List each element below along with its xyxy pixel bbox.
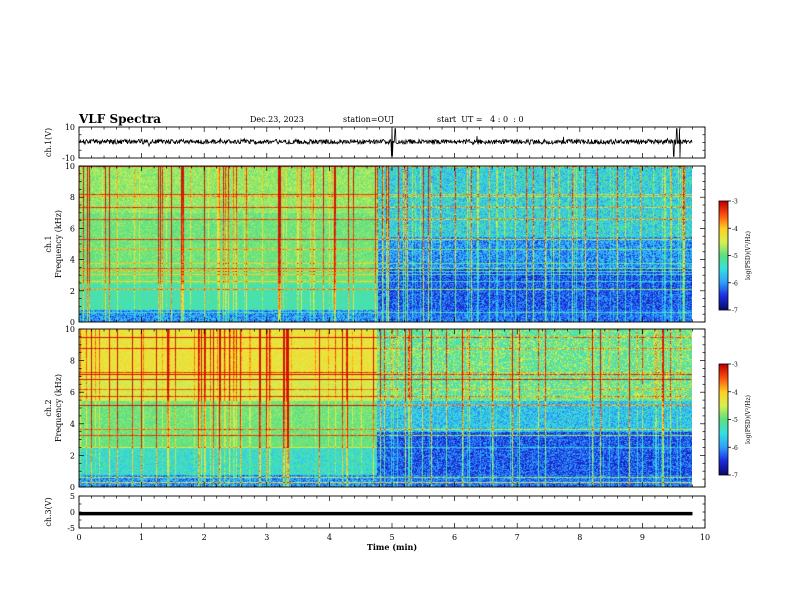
time-tick-label: 8 (577, 533, 582, 542)
ch3-ylabel: ch.3(V) (44, 497, 53, 526)
ch2-colorbar-tick-label: -4 (732, 389, 738, 396)
station-label: station=OUJ (343, 115, 394, 124)
ch2-colorbar-tick-label: -7 (732, 473, 738, 480)
ch2-colorbar-gradient (719, 364, 728, 475)
ch1-colorbar-label: log(PSD)(V²/Hz) (745, 231, 752, 280)
ch2-spectrogram-image (79, 329, 692, 487)
ch1-colorbar-tick-label: -6 (732, 280, 738, 287)
time-tick-label: 7 (515, 533, 520, 542)
ch2-spectrogram-ylabel-channel: ch.2 (44, 399, 53, 416)
ch1-spectrogram-ytick-label: 8 (70, 193, 75, 202)
ch1-spectrogram-ytick-label: 0 (70, 318, 75, 327)
ch2-colorbar-tick-label: -5 (732, 417, 738, 424)
ch1-colorbar-tick-label: -5 (732, 253, 738, 260)
ch2-spectrogram-ytick-label: 2 (70, 451, 75, 460)
ch1-colorbar-gradient (719, 201, 728, 310)
ch3-ytick-label: 5 (70, 492, 75, 501)
ch2-spectrogram-ylabel: Frequency (kHz) (54, 374, 63, 442)
time-tick-label: 9 (640, 533, 645, 542)
time-tick-label: 5 (389, 533, 394, 542)
start-time-label: start UT = 4 : 0 : 0 (437, 115, 524, 124)
time-tick-label: 4 (327, 533, 332, 542)
ch2-colorbar-label: log(PSD)(V²/Hz) (745, 395, 752, 444)
ch1-ytick-label: 10 (65, 123, 75, 132)
time-tick-label: 2 (202, 533, 207, 542)
figure-title: VLF Spectra (79, 112, 162, 126)
time-axis-label: Time (min) (367, 542, 417, 552)
ch1-ylabel: ch.1(V) (44, 128, 53, 157)
ch1-ytick-label: -10 (62, 154, 75, 163)
ch1-colorbar-tick-label: -4 (732, 226, 738, 233)
ch2-spectrogram-ytick-label: 6 (70, 388, 75, 397)
ch2-spectrogram-ytick-label: 8 (70, 357, 75, 366)
time-tick-label: 6 (452, 533, 457, 542)
time-tick-label: 3 (264, 533, 269, 542)
ch1-spectrogram-image (79, 166, 692, 322)
ch2-colorbar-tick-label: -3 (732, 362, 738, 369)
ch1-spectrogram-ytick-label: 2 (70, 287, 75, 296)
ch1-colorbar-tick-label: -3 (732, 199, 738, 206)
ch2-spectrogram-ytick-label: 4 (70, 420, 75, 429)
ch3-ytick-label: 0 (70, 508, 75, 517)
ch1-spectrogram-ylabel: Frequency (kHz) (54, 210, 63, 278)
time-tick-label: 10 (700, 533, 710, 542)
ch1-spectrogram-ytick-label: 6 (70, 224, 75, 233)
time-tick-label: 0 (76, 533, 81, 542)
time-tick-label: 1 (139, 533, 144, 542)
ch1-spectrogram-ylabel-channel: ch.1 (44, 235, 53, 252)
ch2-spectrogram-ytick-label: 10 (65, 325, 75, 334)
date-label: Dec.23, 2023 (250, 115, 304, 124)
ch2-colorbar-tick-label: -6 (732, 445, 738, 452)
ch1-colorbar-tick-label: -7 (732, 308, 738, 315)
ch1-spectrogram-ytick-label: 4 (70, 256, 75, 265)
ch1-spectrogram-ytick-label: 10 (65, 162, 75, 171)
ch1-trace (78, 128, 693, 157)
ch2-spectrogram-ytick-label: 0 (70, 483, 75, 492)
ch3-ytick-label: -5 (67, 524, 75, 533)
